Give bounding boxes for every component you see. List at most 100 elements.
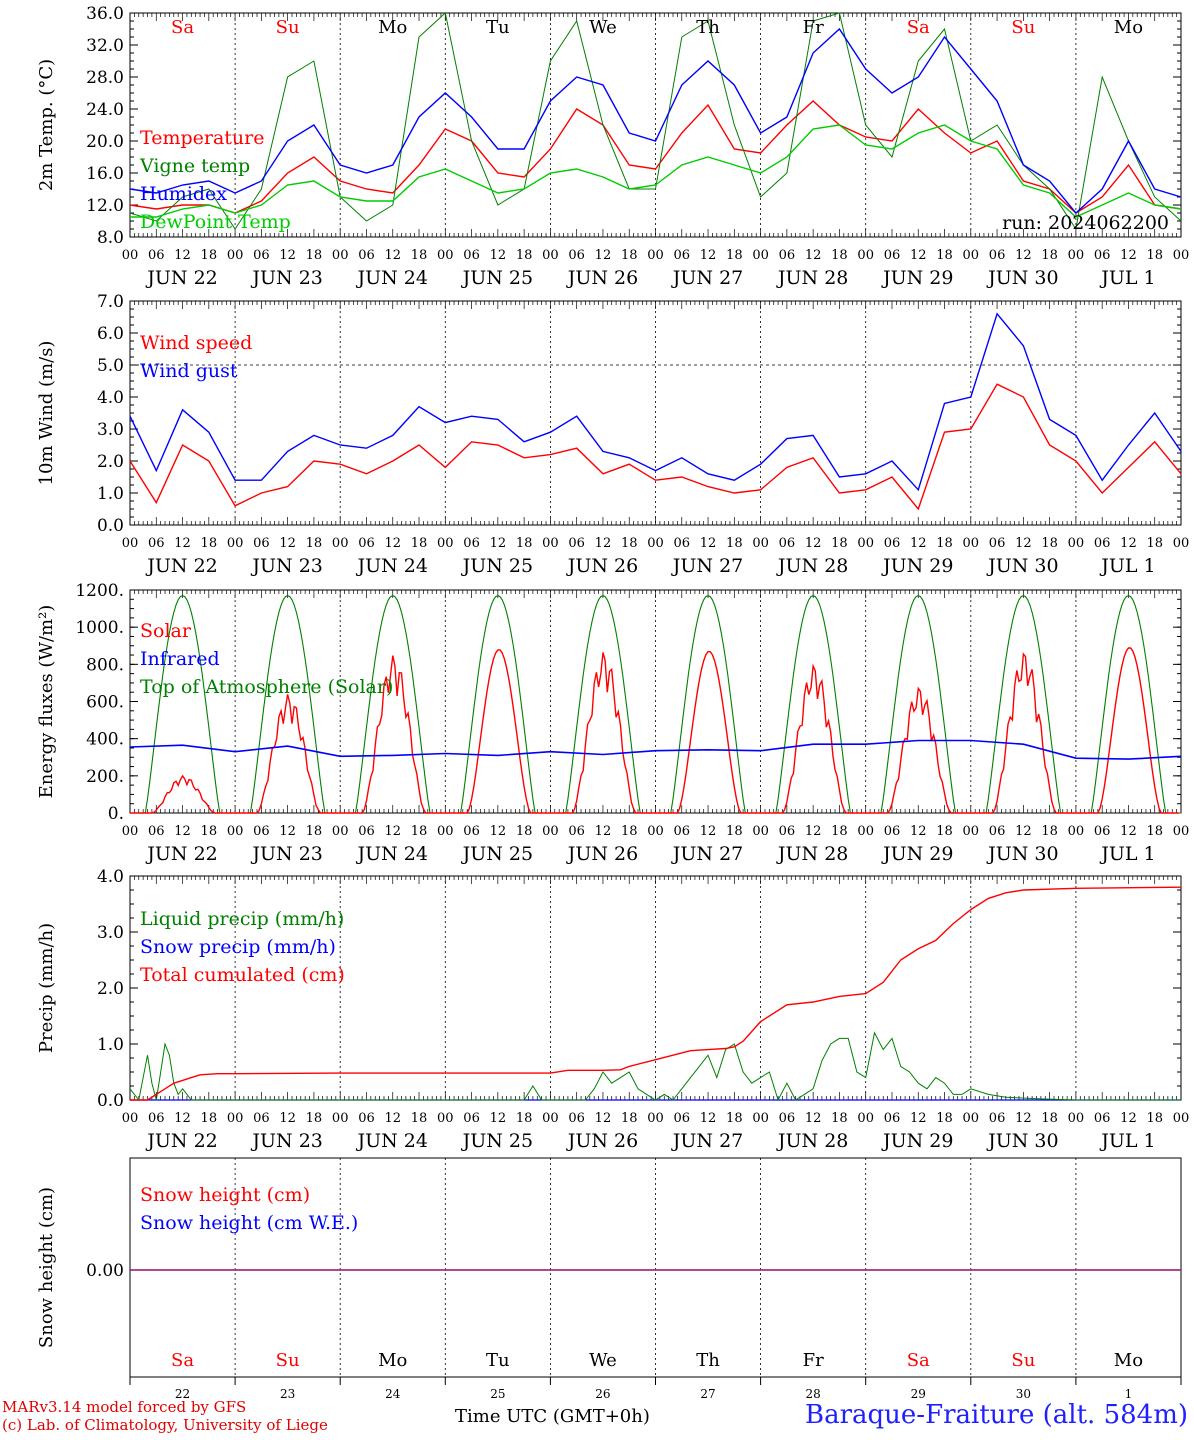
hour-tick-label: 00 — [332, 824, 349, 839]
hour-tick-label: 06 — [1094, 1111, 1111, 1126]
hour-tick-label: 12 — [910, 824, 927, 839]
date-label: JUN 25 — [461, 843, 533, 865]
hour-tick-label: 12 — [279, 1111, 296, 1126]
hour-tick-label: 12 — [384, 1111, 401, 1126]
hour-tick-label: 18 — [1041, 824, 1058, 839]
series-line-vigne-temp — [129, 12, 1182, 231]
hour-tick-label: 06 — [1094, 824, 1111, 839]
hour-tick-label: 18 — [201, 824, 218, 839]
date-label: JUN 25 — [461, 555, 533, 577]
hour-tick-label: 06 — [989, 1111, 1006, 1126]
hour-tick-label: 18 — [201, 536, 218, 551]
hour-tick-label: 18 — [306, 248, 323, 263]
hour-tick-label: 06 — [1094, 248, 1111, 263]
hour-tick-label: 18 — [516, 1111, 533, 1126]
hour-tick-label: 00 — [647, 536, 664, 551]
hour-tick-label: 00 — [752, 824, 769, 839]
hour-tick-label: 00 — [1068, 536, 1085, 551]
hour-tick-label: 06 — [463, 1111, 480, 1126]
hour-tick-label: 12 — [805, 536, 822, 551]
hour-tick-label: 18 — [621, 824, 638, 839]
legend-entry: Snow height (cm W.E.) — [140, 1212, 358, 1234]
hour-tick-label: 18 — [726, 824, 743, 839]
date-label: JUN 25 — [461, 267, 533, 289]
hour-tick-label: 06 — [884, 1111, 901, 1126]
hour-tick-label: 06 — [253, 248, 270, 263]
weekday-label: Su — [1011, 1350, 1035, 1371]
hour-tick-label: 00 — [437, 536, 454, 551]
hour-tick-label: 00 — [963, 1111, 980, 1126]
series-line-wind-gust — [129, 312, 1182, 492]
hour-tick-label: 06 — [148, 1111, 165, 1126]
y-tick-label: 800. — [86, 655, 124, 675]
hour-tick-label: 06 — [463, 824, 480, 839]
date-label: JUN 25 — [461, 1130, 533, 1152]
y-tick-label: 5.0 — [97, 356, 124, 376]
y-tick-label: 6.0 — [97, 324, 124, 344]
hour-tick-label: 00 — [647, 824, 664, 839]
hour-tick-label: 18 — [1041, 248, 1058, 263]
date-label: JUN 22 — [145, 555, 217, 577]
y-tick-label: 400. — [86, 730, 124, 750]
hour-tick-label: 06 — [674, 536, 691, 551]
hour-tick-label: 18 — [936, 248, 953, 263]
hour-tick-label: 00 — [542, 536, 559, 551]
hour-tick-label: 00 — [647, 1111, 664, 1126]
hour-tick-label: 12 — [595, 1111, 612, 1126]
y-tick-label: 36.0 — [86, 4, 124, 24]
hour-tick-label: 18 — [621, 248, 638, 263]
y-tick-label: 4.0 — [97, 867, 124, 887]
hour-tick-label: 12 — [805, 824, 822, 839]
weekday-label: Tu — [486, 1350, 510, 1371]
hour-tick-label: 18 — [831, 824, 848, 839]
run-annotation: run: 2024062200 — [1002, 212, 1169, 234]
y-tick-label: 600. — [86, 693, 124, 713]
weekday-label: Th — [696, 1350, 720, 1371]
model-credit: MARv3.14 model forced by GFS (c) Lab. of… — [2, 1398, 328, 1434]
hour-tick-label: 06 — [779, 824, 796, 839]
hour-tick-label: 12 — [910, 1111, 927, 1126]
hour-tick-label: 12 — [1015, 248, 1032, 263]
date-label: JUN 29 — [881, 267, 953, 289]
hour-tick-label: 00 — [122, 824, 139, 839]
hour-tick-label: 12 — [279, 248, 296, 263]
weekday-label: Fr — [803, 1350, 824, 1371]
hour-tick-label: 00 — [752, 1111, 769, 1126]
hour-tick-label: 00 — [227, 1111, 244, 1126]
hour-tick-label: 06 — [358, 1111, 375, 1126]
legend-entry: Wind speed — [140, 332, 252, 354]
hour-tick-label: 12 — [1120, 1111, 1137, 1126]
date-label: JUL 1 — [1099, 267, 1155, 289]
hour-tick-label: 18 — [936, 1111, 953, 1126]
date-label: JUN 30 — [986, 1130, 1058, 1152]
weekday-label: Mo — [378, 17, 407, 38]
date-label: JUN 24 — [356, 267, 428, 289]
y-tick-label: 20.0 — [86, 132, 124, 152]
hour-tick-label: 18 — [411, 536, 428, 551]
hour-tick-label: 06 — [148, 536, 165, 551]
date-label: JUN 28 — [776, 1130, 848, 1152]
y-tick-label: 1.0 — [97, 1035, 124, 1055]
weekday-label: We — [589, 17, 617, 38]
hour-tick-label: 06 — [253, 1111, 270, 1126]
day-number-label: 25 — [490, 1387, 505, 1401]
hour-tick-label: 06 — [674, 824, 691, 839]
weekday-label: Fr — [803, 17, 824, 38]
hour-tick-label: 18 — [1146, 824, 1163, 839]
y-axis-label: Energy fluxes (W/m²) — [36, 605, 57, 799]
hour-tick-label: 18 — [411, 1111, 428, 1126]
hour-tick-label: 12 — [384, 824, 401, 839]
weekday-label: Su — [276, 17, 300, 38]
hour-tick-label: 00 — [963, 824, 980, 839]
credit-line-2: (c) Lab. of Climatology, University of L… — [2, 1416, 328, 1434]
hour-tick-label: 12 — [174, 536, 191, 551]
day-number-label: 30 — [1016, 1387, 1031, 1401]
hour-tick-label: 00 — [227, 248, 244, 263]
hour-tick-label: 06 — [358, 536, 375, 551]
date-label: JUN 27 — [671, 267, 743, 289]
hour-tick-label: 06 — [568, 536, 585, 551]
legend-entry: Total cumulated (cm) — [140, 964, 345, 986]
hour-tick-label: 18 — [1146, 248, 1163, 263]
date-label: JUN 30 — [986, 267, 1058, 289]
